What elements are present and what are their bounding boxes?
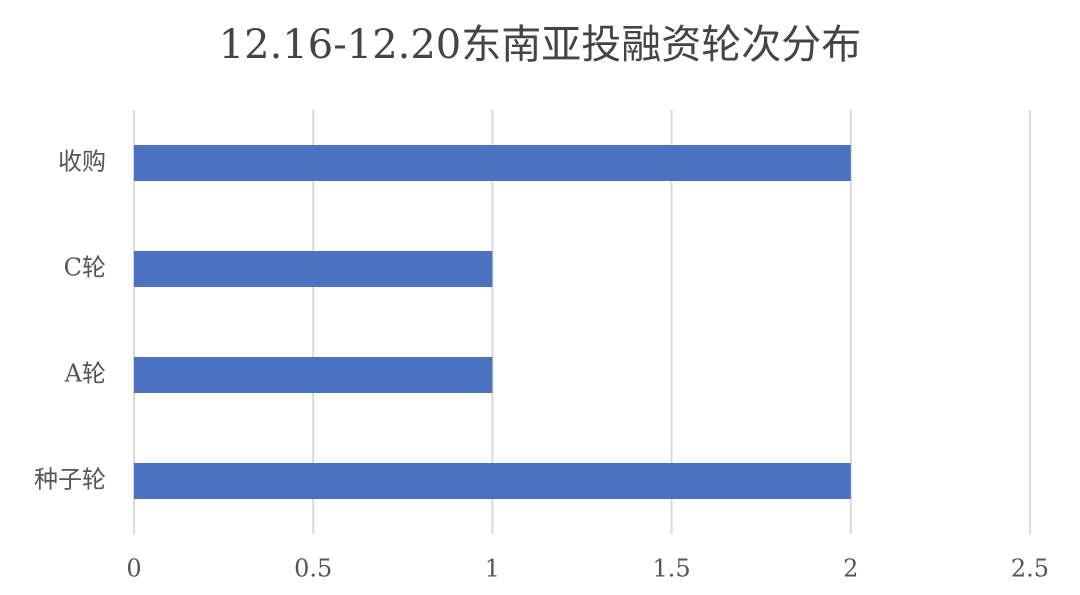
y-tick-label: 收购 — [58, 148, 106, 176]
bar — [134, 251, 493, 287]
y-tick-label: A轮 — [64, 360, 106, 388]
y-tick-label: C轮 — [64, 254, 106, 282]
chart-title: 12.16-12.20东南亚投融资轮次分布 — [219, 22, 862, 68]
x-tick-label: 0.5 — [294, 555, 332, 583]
x-tick-label: 1.5 — [653, 555, 691, 583]
x-tick-label: 2 — [843, 555, 858, 583]
bar — [134, 145, 851, 181]
x-tick-label: 1 — [485, 555, 500, 583]
bar — [134, 357, 493, 393]
x-tick-label: 2.5 — [1011, 555, 1049, 583]
x-tick-label: 0 — [126, 555, 141, 583]
bar — [134, 463, 851, 499]
y-tick-label: 种子轮 — [34, 466, 106, 494]
